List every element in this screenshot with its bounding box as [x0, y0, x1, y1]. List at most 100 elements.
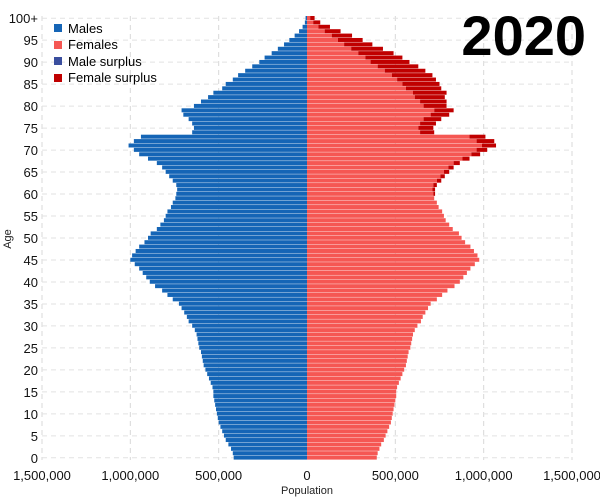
male-bar: [220, 424, 307, 429]
female-bar: [307, 279, 460, 284]
female-bar: [307, 134, 470, 139]
female-bar: [307, 438, 384, 443]
female-bar: [307, 227, 453, 232]
male-bar: [140, 134, 307, 139]
male-bar: [216, 411, 307, 416]
female-surplus-bar: [476, 139, 495, 144]
female-bar: [307, 178, 437, 183]
male-bar: [139, 152, 307, 157]
male-bar: [225, 81, 307, 86]
male-bar: [223, 433, 307, 438]
female-surplus-bar: [440, 174, 445, 179]
male-bar: [172, 200, 307, 205]
female-bar: [307, 389, 397, 394]
female-bar: [307, 358, 407, 363]
female-surplus-bar: [413, 90, 447, 95]
male-bar: [197, 336, 307, 341]
y-tick-label: 95: [24, 33, 38, 48]
male-bar: [167, 292, 307, 297]
female-bar: [307, 442, 382, 447]
male-bar: [284, 42, 307, 47]
female-bar: [307, 187, 433, 192]
female-surplus-bar: [377, 64, 419, 69]
female-bar: [307, 420, 391, 425]
female-bar: [307, 411, 393, 416]
y-tick-label: 60: [24, 187, 38, 202]
male-bar: [194, 328, 307, 333]
male-bar: [214, 398, 307, 403]
female-bar: [307, 402, 395, 407]
female-bar: [307, 424, 390, 429]
legend-swatch: [54, 40, 62, 49]
x-tick-label: 500,000: [372, 468, 419, 483]
male-bar: [210, 380, 307, 385]
male-bar: [208, 95, 307, 100]
male-bar: [238, 73, 307, 78]
y-tick-labels: 0 5 10 15 20 25 30 35 40 45 50 55 60 65 70 75 80 85 90 95 10…: [9, 11, 38, 466]
male-bar: [132, 253, 307, 258]
female-bar: [307, 292, 443, 297]
female-bar: [307, 205, 439, 210]
male-bar: [222, 86, 307, 91]
female-surplus-bar: [391, 73, 433, 78]
female-bar: [307, 376, 401, 381]
x-tick-labels: 1,500,000 1,000,000 500,000 0 500,000 1,000,0…: [13, 468, 600, 483]
male-bar: [149, 279, 307, 284]
male-bar: [264, 55, 307, 60]
male-bar: [176, 183, 307, 188]
female-bar: [307, 33, 332, 38]
x-tick-label: 1,000,000: [455, 468, 513, 483]
female-bar: [307, 147, 477, 152]
female-surplus-bar: [471, 152, 481, 157]
male-bar: [156, 161, 307, 166]
female-bar: [307, 55, 366, 60]
female-surplus-bar: [448, 165, 454, 170]
y-tick-label: 10: [24, 407, 38, 422]
female-bar: [307, 235, 462, 240]
female-surplus-bar: [418, 125, 434, 130]
male-bar: [207, 372, 307, 377]
male-bar: [183, 112, 307, 117]
female-bar: [307, 209, 443, 214]
male-bar: [218, 420, 307, 425]
male-bar: [160, 222, 307, 227]
female-bar: [307, 319, 421, 324]
female-bar: [307, 345, 411, 350]
male-bar: [148, 156, 307, 161]
y-tick-label: 5: [31, 429, 38, 444]
female-bar: [307, 385, 398, 390]
female-surplus-bar: [420, 99, 447, 104]
male-bar: [186, 314, 307, 319]
female-bar: [307, 108, 435, 113]
female-bar: [307, 16, 311, 20]
female-bar: [307, 73, 392, 78]
female-bar: [307, 323, 418, 328]
chart-title-year: 2020: [461, 4, 586, 67]
female-bar: [307, 81, 403, 86]
male-bar: [142, 270, 307, 275]
male-bar: [289, 37, 307, 42]
male-bar: [176, 191, 307, 196]
male-bar: [133, 147, 307, 152]
female-bar: [307, 270, 467, 275]
female-surplus-bar: [365, 55, 403, 60]
female-bar: [307, 143, 482, 148]
male-bar: [130, 257, 307, 262]
male-bar: [216, 407, 307, 412]
female-bar: [307, 218, 446, 223]
male-bar: [304, 20, 307, 25]
male-bar: [232, 451, 307, 456]
female-surplus-bar: [414, 95, 445, 100]
male-bar: [198, 341, 307, 346]
y-tick-label: 45: [24, 253, 38, 268]
x-tick-label: 1,500,000: [543, 468, 600, 483]
female-bar: [307, 380, 399, 385]
female-surplus-bar: [331, 33, 353, 38]
female-bar: [307, 262, 475, 267]
legend-label: Females: [68, 37, 118, 53]
male-bar: [155, 284, 307, 289]
female-surplus-bar: [370, 59, 410, 64]
female-bar: [307, 121, 421, 126]
male-bar: [201, 350, 307, 355]
